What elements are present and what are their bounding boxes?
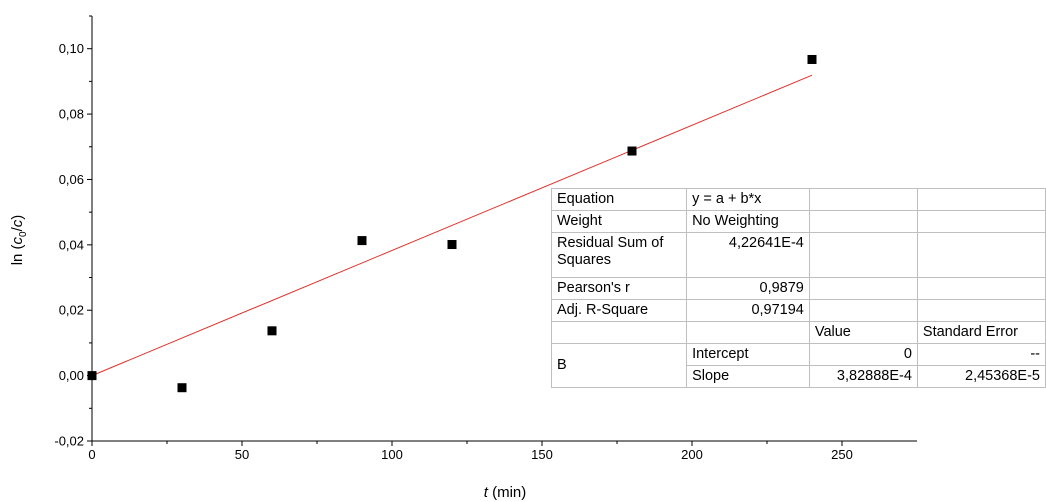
y-tick-label: 0,00 <box>59 368 84 383</box>
y-title-pre: ln ( <box>9 244 26 265</box>
y-title-post: ) <box>9 215 26 220</box>
axes: 0 50 100 150 200 250 -0,02 0,00 0,02 0,04 0,06 0,08… <box>54 15 917 462</box>
x-tick-label: 50 <box>235 447 249 462</box>
y-tick-label: 0,04 <box>59 237 84 252</box>
x-tick-label: 150 <box>531 447 553 462</box>
data-points <box>87 54 817 393</box>
x-axis-title: t (min) <box>484 484 527 501</box>
data-point <box>627 146 637 156</box>
x-tick-label: 100 <box>381 447 403 462</box>
y-title-slash: / <box>9 226 26 231</box>
axis-titles: t (min) ln (c0/c) <box>9 215 526 501</box>
y-tick-label: -0,02 <box>54 434 84 449</box>
x-tick-label: 250 <box>831 447 853 462</box>
x-axis-title-unit: (min) <box>488 484 526 501</box>
y-tick-label: 0,06 <box>59 172 84 187</box>
x-tick-label: 0 <box>88 447 95 462</box>
fit-line <box>91 74 813 377</box>
y-title-c0: c <box>9 236 26 244</box>
y-tick-label: 0,02 <box>59 303 84 318</box>
y-axis-title: ln (c0/c) <box>9 215 29 266</box>
y-title-c: c <box>9 219 26 227</box>
data-point <box>267 326 277 336</box>
data-point <box>447 240 457 250</box>
data-point <box>177 383 187 393</box>
y-title-sub: 0 <box>18 231 29 237</box>
data-point <box>807 54 817 64</box>
data-point <box>357 236 367 246</box>
fit-line-group <box>91 74 813 377</box>
x-tick-label: 200 <box>681 447 703 462</box>
y-tick-label: 0,08 <box>59 107 84 122</box>
y-tick-label: 0,10 <box>59 41 84 56</box>
x-axis-title-var: t <box>484 484 489 501</box>
data-point <box>87 371 97 381</box>
